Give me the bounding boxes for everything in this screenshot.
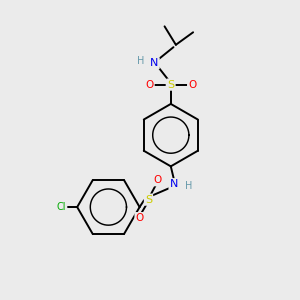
- Text: O: O: [136, 213, 144, 223]
- Text: O: O: [145, 80, 154, 90]
- Text: S: S: [167, 80, 174, 90]
- Text: N: N: [169, 179, 178, 189]
- Text: S: S: [145, 195, 152, 205]
- Text: H: H: [185, 181, 192, 191]
- Text: O: O: [153, 175, 162, 185]
- Text: H: H: [137, 56, 144, 66]
- Text: Cl: Cl: [57, 202, 66, 212]
- Text: N: N: [150, 58, 159, 68]
- Text: O: O: [188, 80, 196, 90]
